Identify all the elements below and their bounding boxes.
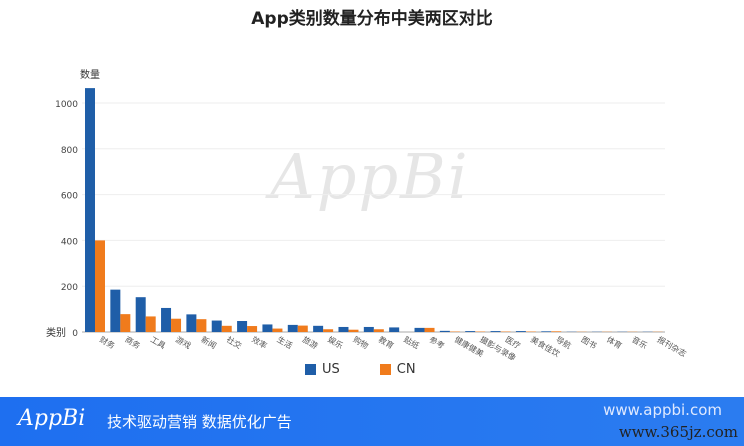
x-tick-label: 娱乐: [326, 334, 345, 351]
overlay-watermark: www.365jz.com: [618, 423, 738, 441]
legend-swatch: [379, 364, 391, 375]
x-tick-label: 购物: [351, 334, 370, 351]
x-tick-label: 游戏: [174, 334, 193, 351]
bar-us: [262, 324, 273, 332]
legend-label: US: [322, 362, 340, 377]
bar-us: [211, 320, 222, 332]
x-tick-label: 报刊杂志: [656, 334, 689, 359]
bar-us: [313, 325, 324, 332]
bar-us: [237, 321, 248, 332]
legend: US CN: [305, 362, 416, 377]
bar-cn: [348, 329, 359, 332]
bar-us: [414, 327, 425, 332]
bar-us: [135, 297, 146, 332]
chart-title: App类别数量分布中美两区对比: [251, 9, 493, 29]
x-tick-label: 体育: [605, 334, 624, 351]
x-tick-label: 工具: [149, 335, 167, 351]
bar-cn: [221, 325, 232, 332]
bar-cn: [272, 328, 283, 332]
bar-cn: [373, 329, 384, 332]
bar-us: [287, 324, 298, 332]
y-tick-label: 400: [61, 237, 78, 247]
x-tick-label: 商务: [123, 334, 142, 351]
footer-banner: AppBi 技术驱动营销 数据优化广告 www.appbi.com www.36…: [0, 397, 744, 446]
bar-us: [389, 327, 400, 332]
footer-logo: AppBi: [18, 406, 86, 431]
x-tick-label: 音乐: [630, 334, 649, 351]
footer-slogan: 技术驱动营销 数据优化广告: [107, 413, 292, 431]
x-tick-label: 贴纸: [402, 334, 421, 351]
bar-chart: 0 200 400 600 800 1000 数量类别财务 商务 工具 游戏 新闻 社交 效率 生活 旅游娱…: [46, 68, 689, 360]
y-tick-label: 1000: [55, 100, 78, 110]
legend-swatch: [305, 364, 316, 375]
bar-us: [515, 331, 526, 332]
bar-us: [363, 326, 374, 332]
bar-cn: [120, 314, 131, 332]
y-tick-label: 200: [61, 283, 78, 293]
bar-cn: [297, 325, 308, 332]
bar-cn: [196, 319, 207, 332]
x-tick-label: 参考: [428, 334, 447, 351]
x-axis-label: 类别: [46, 326, 66, 339]
bar-cn: [145, 316, 156, 332]
y-tick-label: 600: [61, 192, 78, 202]
bar-us: [186, 314, 197, 332]
bar-us: [439, 330, 450, 332]
bar-cn: [171, 318, 182, 332]
bar-us: [490, 331, 501, 332]
legend-item-us[interactable]: US: [305, 362, 340, 377]
bar-us: [338, 326, 349, 332]
bar-cn: [95, 240, 105, 332]
x-tick-label: 生活: [275, 334, 294, 351]
x-tick-label: 新闻: [199, 334, 218, 351]
bar-cn: [551, 331, 562, 332]
x-tick-label: 社交: [225, 334, 244, 351]
footer-url[interactable]: www.appbi.com: [603, 401, 722, 419]
y-tick-label: 800: [61, 146, 78, 156]
bar-us: [161, 307, 172, 332]
bar-us: [110, 289, 121, 332]
watermark-logo: AppBi: [270, 140, 470, 213]
x-tick-label: 教育: [377, 334, 396, 351]
x-tick-label: 旅游: [301, 334, 320, 351]
y-tick-label: 0: [72, 329, 78, 339]
x-tick-label: 财务: [98, 334, 117, 351]
legend-label: CN: [396, 362, 416, 377]
x-tick-label: 图书: [580, 334, 599, 351]
bar-us: [85, 88, 95, 333]
bar-cn: [424, 327, 435, 332]
bar-cn: [247, 326, 258, 332]
bar-us: [465, 331, 476, 332]
y-axis-label: 数量: [80, 68, 100, 81]
x-tick-label: 效率: [250, 334, 269, 351]
legend-item-cn[interactable]: CN: [379, 362, 416, 377]
bar-us: [541, 331, 552, 332]
bar-cn: [323, 329, 334, 332]
